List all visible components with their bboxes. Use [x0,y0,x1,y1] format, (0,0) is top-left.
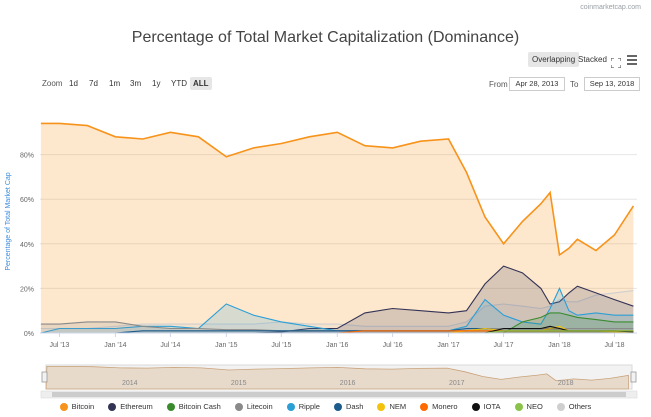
to-label: To [570,80,579,89]
navigator-right-handle [630,371,637,383]
zoom-all-button[interactable]: ALL [190,77,212,90]
legend-item-monero[interactable]: Monero [420,402,458,411]
legend-dot [234,402,243,411]
legend-label: NEO [526,402,543,411]
source-credit: coinmarketcap.com [580,4,641,11]
legend-dot [333,402,342,411]
legend-label: Others [568,402,592,411]
legend-label: Dash [345,402,364,411]
x-tick-label: Jan '17 [437,342,459,349]
from-date-input[interactable]: Apr 28, 2013 [509,77,565,91]
series-area-ethereum [40,266,634,333]
legend-item-nem[interactable]: NEM [377,402,406,411]
legend-item-iota[interactable]: IOTA [471,402,501,411]
legend-item-bitcoin[interactable]: Bitcoin [59,402,95,411]
legend-item-ripple[interactable]: Ripple [286,402,320,411]
legend-dot [420,402,429,411]
x-tick-label: Jan '15 [215,342,237,349]
y-tick-label: 60% [20,197,34,204]
legend-dot [108,402,117,411]
legend-dot [286,402,295,411]
legend-dot [471,402,480,411]
legend-item-neo[interactable]: NEO [514,402,543,411]
legend-dot [377,402,386,411]
legend-item-litecoin[interactable]: Litecoin [234,402,273,411]
series-area-ripple [40,288,634,333]
zoom-label: Zoom [42,79,63,88]
y-tick-label: 0% [24,331,34,338]
series-area-others [40,290,634,333]
zoom-1m-button[interactable]: 1m [109,79,121,88]
legend-label: IOTA [483,402,501,411]
legend-dot [166,402,175,411]
navigator-tick-label: 2018 [558,380,574,387]
x-tick-label: Jan '16 [326,342,348,349]
legend-dot [556,402,565,411]
legend-label: Litecoin [246,402,273,411]
navigator-tick-label: 2017 [449,380,465,387]
chart-legend: Bitcoin Ethereum Bitcoin Cash Litecoin Rippl… [0,402,651,411]
x-tick-label: Jul '17 [494,342,514,349]
y-axis-label: Percentage of Total Market Cap [5,172,12,270]
menu-icon[interactable] [627,53,637,67]
legend-dot [59,402,68,411]
legend-dot [514,402,523,411]
x-tick-label: Jul '13 [49,342,69,349]
x-tick-label: Jul '14 [160,342,180,349]
y-tick-label: 80% [20,153,34,160]
zoom-ytd-button[interactable]: YTD [171,79,187,88]
legend-label: Bitcoin [71,402,95,411]
series-area-bitcoin [40,123,634,334]
zoom-1d-button[interactable]: 1d [69,79,78,88]
navigator-series [45,366,629,390]
navigator-left-handle [41,371,48,383]
legend-label: Ethereum [120,402,153,411]
series-area-dash [40,328,634,333]
x-tick-label: Jul '15 [271,342,291,349]
y-tick-label: 20% [20,286,34,293]
zoom-7d-button[interactable]: 7d [89,79,98,88]
to-date-input[interactable]: Sep 13, 2018 [584,77,640,91]
navigator-tick-label: 2015 [231,380,247,387]
legend-label: Ripple [298,402,320,411]
navigator-tick-label: 2014 [122,380,138,387]
legend-item-ethereum[interactable]: Ethereum [108,402,153,411]
legend-item-others[interactable]: Others [556,402,592,411]
chart-title: Percentage of Total Market Capitalizatio… [131,29,520,46]
navigator-tick-label: 2016 [340,380,356,387]
legend-item-dash[interactable]: Dash [333,402,364,411]
series-area-litecoin [40,321,634,333]
overlapping-button[interactable]: Overlapping [528,52,580,67]
zoom-3m-button[interactable]: 3m [130,79,142,88]
series-area-iota [40,326,634,333]
legend-item-bitcoin-cash[interactable]: Bitcoin Cash [166,402,221,411]
legend-label: Bitcoin Cash [178,402,221,411]
legend-label: NEM [389,402,407,411]
series-line-bitcoin [40,122,635,257]
x-tick-label: Jul '16 [383,342,403,349]
zoom-1y-button[interactable]: 1y [152,79,161,88]
stacked-button[interactable]: Stacked [578,55,607,64]
legend-label: Monero [432,402,458,411]
x-tick-label: Jul '18 [604,342,624,349]
x-tick-label: Jan '18 [548,342,570,349]
x-tick-label: Jan '14 [104,342,126,349]
scrollbar-thumb [52,392,626,397]
from-label: From [489,80,508,89]
y-tick-label: 40% [20,242,34,249]
